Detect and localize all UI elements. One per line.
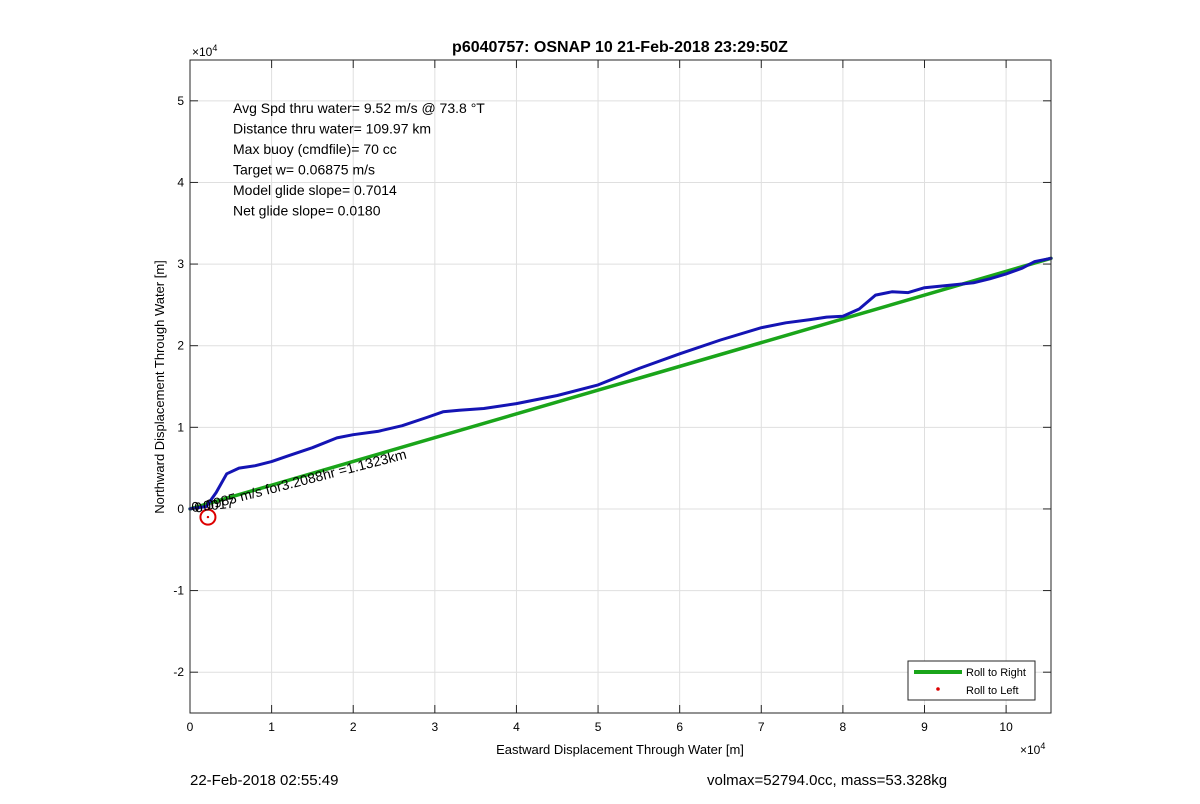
y-exponent: 4 bbox=[212, 43, 217, 53]
info-line: Model glide slope= 0.7014 bbox=[233, 182, 397, 198]
x-tick-label: 9 bbox=[921, 720, 928, 734]
footer-summary: volmax=52794.0cc, mass=53.328kg bbox=[707, 772, 948, 789]
x-tick-label: 4 bbox=[513, 720, 520, 734]
x-tick-label: 2 bbox=[350, 720, 357, 734]
x-tick-label: 6 bbox=[676, 720, 683, 734]
plot-area bbox=[188, 256, 1053, 526]
series-line-track bbox=[188, 256, 1053, 511]
info-line: Max buoy (cmdfile)= 70 cc bbox=[233, 141, 397, 157]
y-tick-label: 5 bbox=[177, 94, 184, 108]
legend-label-roll-left: Roll to Left bbox=[966, 685, 1019, 697]
y-axis-label: Northward Displacement Through Water [m] bbox=[152, 260, 167, 514]
x-tick-label: 10 bbox=[999, 720, 1013, 734]
y-tick-label: 0 bbox=[177, 502, 184, 516]
y-exponent-label: ×104 bbox=[192, 43, 217, 59]
info-block: Avg Spd thru water= 9.52 m/s @ 73.8 °T Di… bbox=[233, 100, 485, 219]
grid bbox=[189, 60, 1051, 713]
x-exponent: 4 bbox=[1040, 741, 1045, 751]
info-line: Net glide slope= 0.0180 bbox=[233, 203, 381, 219]
footer-timestamp: 22-Feb-2018 02:55:49 bbox=[190, 772, 339, 789]
plot-frame bbox=[189, 59, 1052, 714]
x-tick-label: 1 bbox=[268, 720, 275, 734]
y-tick-label: 3 bbox=[177, 257, 184, 271]
info-line: Avg Spd thru water= 9.52 m/s @ 73.8 °T bbox=[233, 100, 485, 116]
legend-label-roll-right: Roll to Right bbox=[966, 667, 1026, 679]
y-tick-label: -2 bbox=[173, 665, 184, 679]
x-tick-label: 5 bbox=[595, 720, 602, 734]
axis-ticks: 0 1 2 3 4 5 6 7 8 9 10 -2 -1 0 1 2 3 4 5 bbox=[173, 60, 1051, 734]
x-tick-label: 0 bbox=[187, 720, 194, 734]
legend: Roll to Right Roll to Left bbox=[907, 660, 1036, 701]
series-line-roll-right bbox=[188, 256, 1053, 511]
x-tick-label: 7 bbox=[758, 720, 765, 734]
plot-background bbox=[190, 60, 1051, 713]
y-tick-label: 1 bbox=[177, 420, 184, 434]
y-tick-label: -1 bbox=[173, 584, 184, 598]
y-tick-label: 2 bbox=[177, 339, 184, 353]
roll-left-point bbox=[206, 515, 210, 519]
legend-swatch-roll-left bbox=[936, 687, 940, 691]
y-tick-label: 4 bbox=[177, 175, 184, 189]
segment-annotation-overlap: 0.0017 bbox=[191, 495, 235, 515]
info-line: Distance thru water= 109.97 km bbox=[233, 121, 431, 137]
x-tick-label: 8 bbox=[840, 720, 847, 734]
x-axis-label: Eastward Displacement Through Water [m] bbox=[496, 742, 744, 757]
x-exponent-label: ×104 bbox=[1020, 741, 1045, 757]
legend-box bbox=[907, 660, 1036, 701]
x-tick-label: 3 bbox=[431, 720, 438, 734]
roll-left-marker bbox=[199, 508, 217, 526]
chart-title: p6040757: OSNAP 10 21-Feb-2018 23:29:50Z bbox=[452, 39, 788, 56]
info-line: Target w= 0.06875 m/s bbox=[233, 162, 375, 178]
